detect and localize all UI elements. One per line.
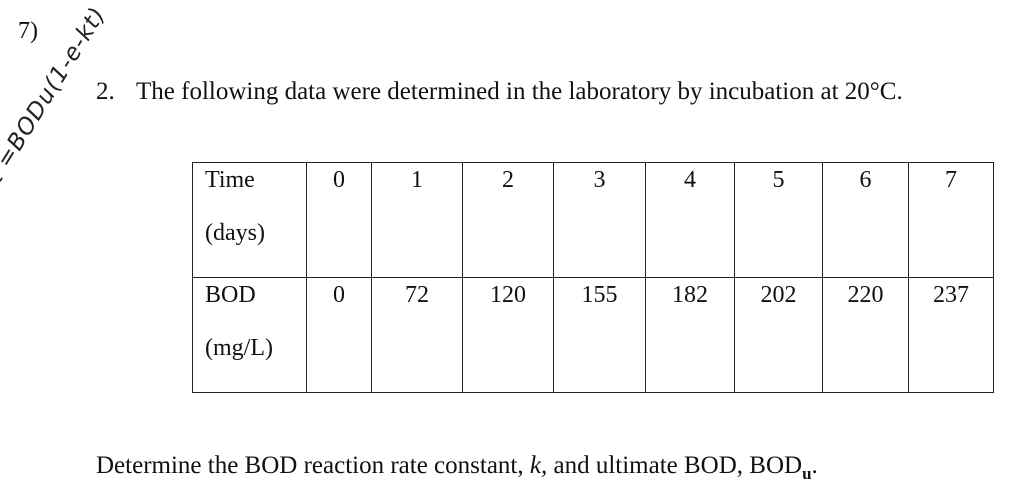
cell-value: 202 — [760, 282, 797, 308]
table-cell: 7 — [908, 162, 994, 278]
cell-value: 0 — [333, 282, 345, 308]
label-line: (days) — [205, 220, 265, 246]
table-cell: 2 — [462, 162, 554, 278]
instruction-text: and ultimate BOD, BOD — [547, 452, 803, 479]
table-cell: 182 — [645, 277, 735, 393]
data-table: Time (days) 0 1 2 3 4 5 6 7 BOD (mg/L) 0 72 120 155 182 2… — [192, 162, 994, 393]
cell-value: 237 — [933, 282, 969, 308]
label-line: (mg/L) — [205, 335, 273, 361]
question-number: 2. — [96, 78, 115, 105]
cell-value: 120 — [490, 282, 526, 308]
table-cell: 202 — [734, 277, 823, 393]
cell-value: 0 — [333, 167, 345, 193]
handwritten-note: Dt =BODu(1-e-kt) — [0, 2, 112, 204]
table-cell: 0 — [306, 162, 372, 278]
table-row: BOD (mg/L) 0 72 120 155 182 202 220 237 — [192, 277, 994, 393]
table-cell: 155 — [553, 277, 646, 393]
table-cell: 4 — [645, 162, 735, 278]
table-cell: 220 — [822, 277, 909, 393]
table-cell: 1 — [371, 162, 463, 278]
table-cell: 5 — [734, 162, 823, 278]
subscript: u — [802, 464, 812, 483]
table-cell: 237 — [908, 277, 994, 393]
table-cell: 6 — [822, 162, 909, 278]
cell-value: 182 — [672, 282, 708, 308]
label-line: BOD — [205, 282, 256, 308]
variable-k: k, — [529, 452, 548, 479]
cell-value: 5 — [772, 167, 785, 193]
instruction-text: Determine the BOD reaction rate constant… — [96, 452, 530, 479]
cell-value: 7 — [945, 167, 957, 193]
instruction: Determine the BOD reaction rate constant… — [96, 452, 818, 484]
table-cell: 120 — [462, 277, 554, 393]
instruction-text: . — [811, 452, 818, 479]
table-cell: 3 — [553, 162, 646, 278]
cell-value: 3 — [593, 167, 606, 193]
table-row: Time (days) 0 1 2 3 4 5 6 7 — [192, 162, 994, 278]
row-label: Time (days) — [192, 162, 307, 278]
row-label: BOD (mg/L) — [192, 277, 307, 393]
question-text: The following data were determined in th… — [136, 78, 903, 105]
cell-value: 4 — [684, 167, 696, 193]
cell-value: 72 — [405, 282, 429, 308]
problem-number: 7) — [18, 18, 38, 44]
cell-value: 6 — [859, 167, 872, 193]
cell-value: 155 — [581, 282, 618, 308]
table-cell: 72 — [371, 277, 463, 393]
cell-value: 220 — [847, 282, 884, 308]
cell-value: 1 — [411, 167, 423, 193]
table-cell: 0 — [306, 277, 372, 393]
label-line: Time — [205, 167, 255, 193]
cell-value: 2 — [502, 167, 514, 193]
